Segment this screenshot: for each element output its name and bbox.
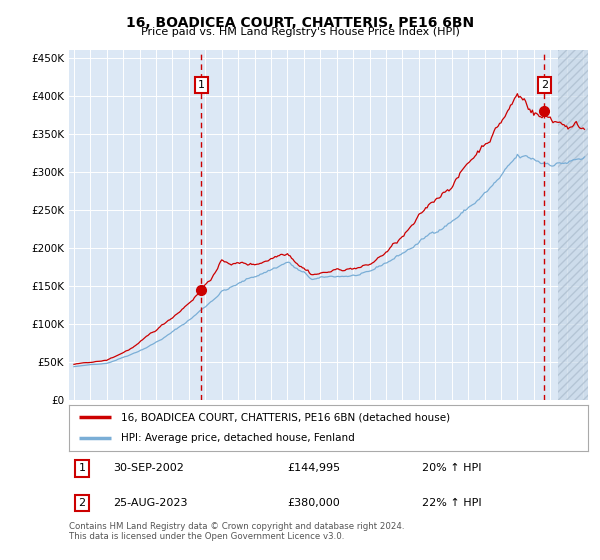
Text: 30-SEP-2002: 30-SEP-2002: [113, 464, 184, 473]
Text: 25-AUG-2023: 25-AUG-2023: [113, 498, 188, 508]
Text: Contains HM Land Registry data © Crown copyright and database right 2024.: Contains HM Land Registry data © Crown c…: [69, 522, 404, 531]
Text: 16, BOADICEA COURT, CHATTERIS, PE16 6BN: 16, BOADICEA COURT, CHATTERIS, PE16 6BN: [126, 16, 474, 30]
Text: 1: 1: [79, 464, 85, 473]
Bar: [559, 50, 588, 400]
Text: Price paid vs. HM Land Registry's House Price Index (HPI): Price paid vs. HM Land Registry's House …: [140, 27, 460, 38]
Text: 16, BOADICEA COURT, CHATTERIS, PE16 6BN (detached house): 16, BOADICEA COURT, CHATTERIS, PE16 6BN …: [121, 412, 450, 422]
Text: 22% ↑ HPI: 22% ↑ HPI: [422, 498, 482, 508]
Text: 2: 2: [79, 498, 86, 508]
Text: HPI: Average price, detached house, Fenland: HPI: Average price, detached house, Fenl…: [121, 433, 355, 444]
Text: This data is licensed under the Open Government Licence v3.0.: This data is licensed under the Open Gov…: [69, 532, 344, 541]
Text: 20% ↑ HPI: 20% ↑ HPI: [422, 464, 481, 473]
Text: £380,000: £380,000: [287, 498, 340, 508]
Text: 1: 1: [198, 80, 205, 90]
Text: 2: 2: [541, 80, 548, 90]
Text: £144,995: £144,995: [287, 464, 340, 473]
